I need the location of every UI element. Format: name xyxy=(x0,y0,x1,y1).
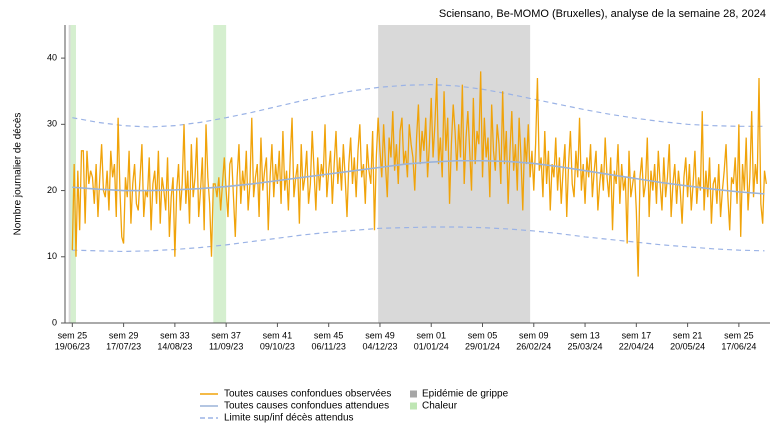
x-tick-date: 19/06/23 xyxy=(55,341,90,351)
y-tick-label: 20 xyxy=(47,185,57,195)
x-tick-label: sem 21 xyxy=(673,330,703,340)
x-tick-label: sem 05 xyxy=(468,330,498,340)
x-tick-label: sem 49 xyxy=(365,330,395,340)
x-tick-label: sem 17 xyxy=(622,330,652,340)
legend-label: Toutes causes confondues attendues xyxy=(224,401,389,412)
x-tick-date: 04/12/23 xyxy=(362,341,397,351)
y-tick-label: 10 xyxy=(47,251,57,261)
x-tick-label: sem 41 xyxy=(263,330,293,340)
legend-label: Limite sup/inf décès attendus xyxy=(224,413,354,424)
legend-swatch xyxy=(410,390,417,398)
x-tick-date: 09/10/23 xyxy=(260,341,295,351)
region xyxy=(68,25,71,323)
x-tick-date: 01/01/24 xyxy=(414,341,449,351)
x-tick-date: 11/09/23 xyxy=(209,341,243,351)
x-tick-label: sem 01 xyxy=(416,330,446,340)
x-tick-date: 14/08/23 xyxy=(157,341,192,351)
y-tick-label: 40 xyxy=(47,52,57,62)
x-tick-date: 25/03/24 xyxy=(568,341,603,351)
x-tick-label: sem 25 xyxy=(58,330,88,340)
legend-label: Toutes causes confondues observées xyxy=(224,389,391,400)
x-tick-date: 26/02/24 xyxy=(516,341,551,351)
legend-swatch xyxy=(410,402,417,410)
x-tick-date: 17/06/24 xyxy=(721,341,756,351)
region xyxy=(213,25,227,323)
x-tick-date: 29/01/24 xyxy=(465,341,500,351)
region xyxy=(378,25,531,323)
x-tick-label: sem 25 xyxy=(724,330,754,340)
y-axis-label: Nombre journalier de décès xyxy=(13,113,24,236)
x-tick-label: sem 33 xyxy=(160,330,190,340)
x-tick-label: sem 29 xyxy=(109,330,139,340)
region xyxy=(70,25,76,323)
x-tick-label: sem 09 xyxy=(519,330,549,340)
x-tick-date: 22/04/24 xyxy=(619,341,654,351)
x-tick-date: 17/07/23 xyxy=(106,341,141,351)
x-tick-date: 06/11/23 xyxy=(312,341,346,351)
expected-line xyxy=(72,159,765,195)
y-tick-label: 0 xyxy=(52,317,57,327)
legend-label: Chaleur xyxy=(422,401,458,412)
chart-title: Sciensano, Be-MOMO (Bruxelles), analyse … xyxy=(439,8,766,20)
x-tick-date: 20/05/24 xyxy=(670,341,705,351)
legend-label: Epidémie de grippe xyxy=(422,389,509,400)
observed-line xyxy=(71,71,767,277)
y-tick-label: 30 xyxy=(47,119,57,129)
x-tick-label: sem 13 xyxy=(570,330,600,340)
limit-lower-line xyxy=(72,226,765,253)
x-tick-label: sem 45 xyxy=(314,330,344,340)
x-tick-label: sem 37 xyxy=(211,330,241,340)
